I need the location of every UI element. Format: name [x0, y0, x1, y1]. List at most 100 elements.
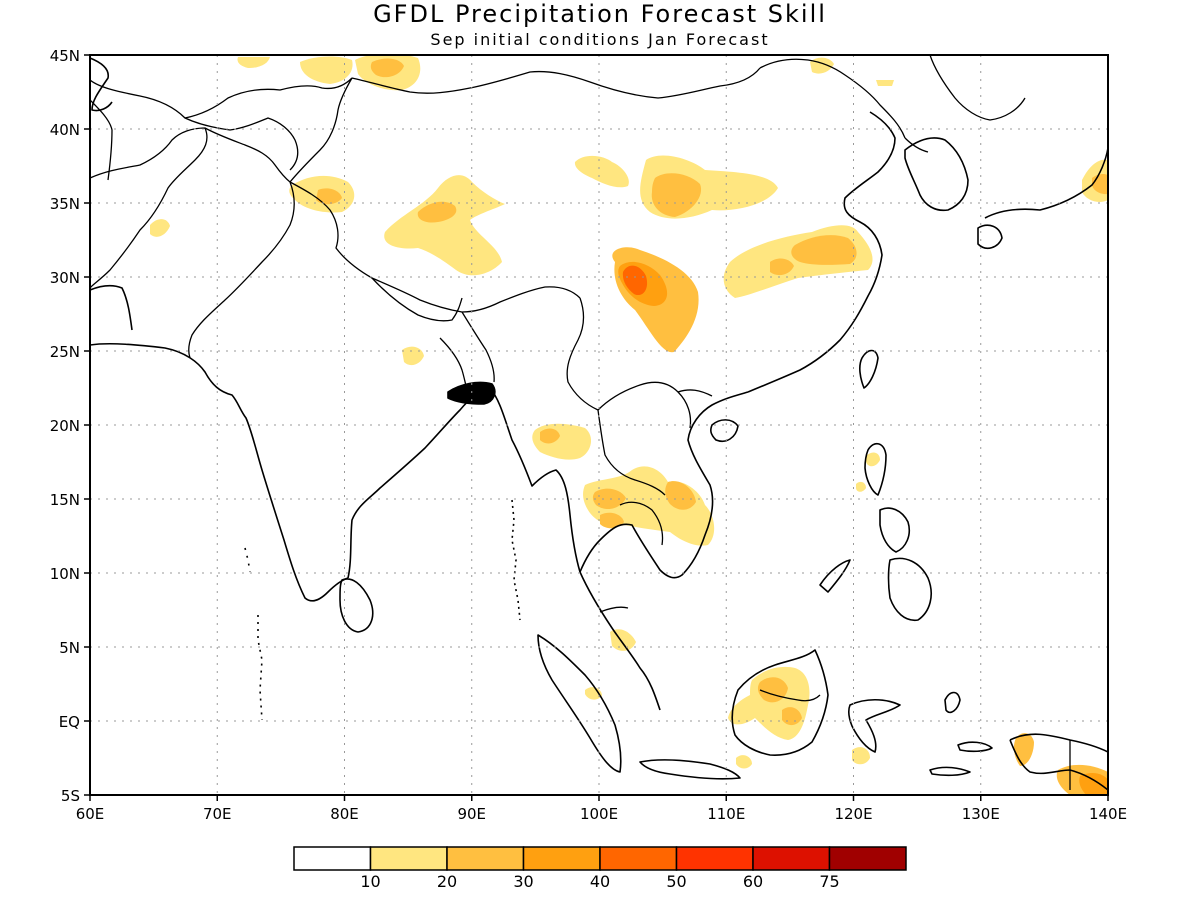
lat-tick-label: 25N: [50, 343, 80, 361]
coastline-andaman: [511, 499, 521, 621]
border-turkmenistan: [90, 77, 353, 119]
skill-area-yangtze-small: [770, 258, 794, 276]
skill-area-new-guinea-1: [1013, 733, 1034, 766]
border-china-vietnam: [677, 389, 713, 397]
border-cambodia: [619, 501, 664, 546]
border-myanmar-china: [566, 297, 599, 411]
skill-area-sulawesi: [852, 747, 870, 765]
coastline-java: [639, 759, 741, 780]
color-scale-label: 50: [666, 872, 686, 891]
skill-area-northern-china-core: [651, 173, 702, 217]
border-afghanistan-pakistan: [90, 127, 208, 289]
border-mongolia: [351, 67, 761, 99]
skill-area-timor: [736, 755, 752, 769]
coastline-seram: [957, 741, 993, 753]
lat-tick-label: 5S: [61, 787, 80, 805]
country-borders: [90, 55, 1071, 790]
skill-area-mongolia-1: [237, 57, 270, 68]
coastline-arabian-sea: [90, 285, 133, 331]
border-pakistan-india: [188, 181, 295, 359]
coastline-luzon: [864, 442, 887, 496]
coastline-layer: [90, 55, 1108, 791]
skill-shading-layer: [150, 55, 1108, 795]
coastline-palawan: [819, 559, 851, 593]
lat-tick-label: 35N: [50, 195, 80, 213]
coastline-mindanao: [887, 557, 932, 622]
coastline-indochina: [579, 391, 749, 579]
border-bhutan-ne-india: [461, 311, 495, 383]
border-iran-afghanistan: [90, 99, 113, 181]
coastline-maldives: [257, 615, 263, 721]
lat-tick-label: 45N: [50, 47, 80, 65]
coastline-west-asia: [90, 57, 113, 112]
skill-area-myanmar: [532, 423, 592, 460]
coastline-japan-honshu: [984, 147, 1108, 219]
coastline-timor: [929, 766, 971, 777]
color-scale-swatch: [752, 846, 831, 871]
color-scale-swatch: [599, 846, 678, 871]
color-scale-bar: 10 20 30 40 50 60 75: [293, 846, 907, 891]
coastline-borneo: [731, 649, 829, 756]
coastline-taiwan: [859, 349, 879, 389]
border-thailand-laos: [597, 409, 666, 496]
skill-area-manchuria: [810, 57, 834, 74]
skill-area-sichuan-core-50: [622, 265, 648, 296]
coastline-sulawesi: [847, 698, 901, 753]
skill-area-mongolia-2: [300, 56, 353, 84]
skill-area-luzon-2: [856, 481, 866, 492]
color-scale-swatch: [293, 846, 372, 871]
border-borneo-internal: [759, 689, 821, 702]
skill-area-luzon: [866, 452, 880, 467]
coastline-korea: [904, 137, 969, 212]
skill-area-kashmir-core: [316, 188, 342, 205]
lat-tick-label: 20N: [50, 417, 80, 435]
coastline-halmahera: [944, 691, 961, 714]
color-scale-label: 75: [819, 872, 839, 891]
border-bangladesh: [439, 337, 469, 393]
color-scale-label: 20: [437, 872, 457, 891]
coastline-myanmar: [489, 387, 661, 711]
border-malaysia-thailand: [599, 606, 629, 613]
lat-tick-label: 30N: [50, 269, 80, 287]
color-scale-label: 40: [590, 872, 610, 891]
lon-tick-label: 100E: [580, 805, 618, 823]
color-scale-swatch: [522, 846, 601, 871]
border-china-russia: [759, 58, 906, 139]
skill-area-central-india: [402, 346, 424, 366]
color-scale-swatch: [675, 846, 754, 871]
border-nepal: [371, 277, 463, 322]
coastline-japan-kyushu: [977, 224, 1003, 250]
border-north-korea: [904, 137, 929, 153]
chart-subtitle: Sep initial conditions Jan Forecast: [430, 30, 770, 49]
skill-area-new-guinea-2-core: [1079, 773, 1108, 795]
skill-area-yangtze-core: [791, 235, 857, 265]
color-scale-label: 10: [360, 872, 380, 891]
color-scale-swatch: [369, 846, 448, 871]
skill-area-thailand-core: [592, 488, 626, 510]
chart-title: GFDL Precipitation Forecast Skill: [373, 0, 827, 28]
lat-tick-label: 5N: [59, 639, 80, 657]
lat-tick-label: EQ: [59, 713, 80, 731]
lon-tick-label: 70E: [203, 805, 232, 823]
skill-area-malay: [610, 629, 636, 651]
lon-tick-label: 60E: [76, 805, 105, 823]
coastline-hainan: [710, 419, 739, 442]
skill-area-mongolia-3-core: [370, 58, 404, 78]
lon-tick-label: 90E: [457, 805, 486, 823]
lon-tick-label: 80E: [330, 805, 359, 823]
coastline-bangladesh-delta: [447, 381, 496, 405]
coastline-india-west: [90, 342, 349, 602]
skill-area-laos-core: [665, 481, 696, 510]
lon-tick-label: 140E: [1089, 805, 1127, 823]
skill-area-tibet: [384, 175, 505, 276]
border-laos-vietnam: [597, 381, 692, 429]
lon-tick-label: 130E: [962, 805, 1000, 823]
lat-tick-label: 40N: [50, 121, 80, 139]
color-scale-label: 60: [743, 872, 763, 891]
border-kazakhstan-china: [289, 77, 353, 183]
lat-tick-label: 10N: [50, 565, 80, 583]
coastline-india-east: [347, 387, 491, 579]
map-grid: [90, 55, 1108, 795]
lon-tick-label: 120E: [834, 805, 872, 823]
